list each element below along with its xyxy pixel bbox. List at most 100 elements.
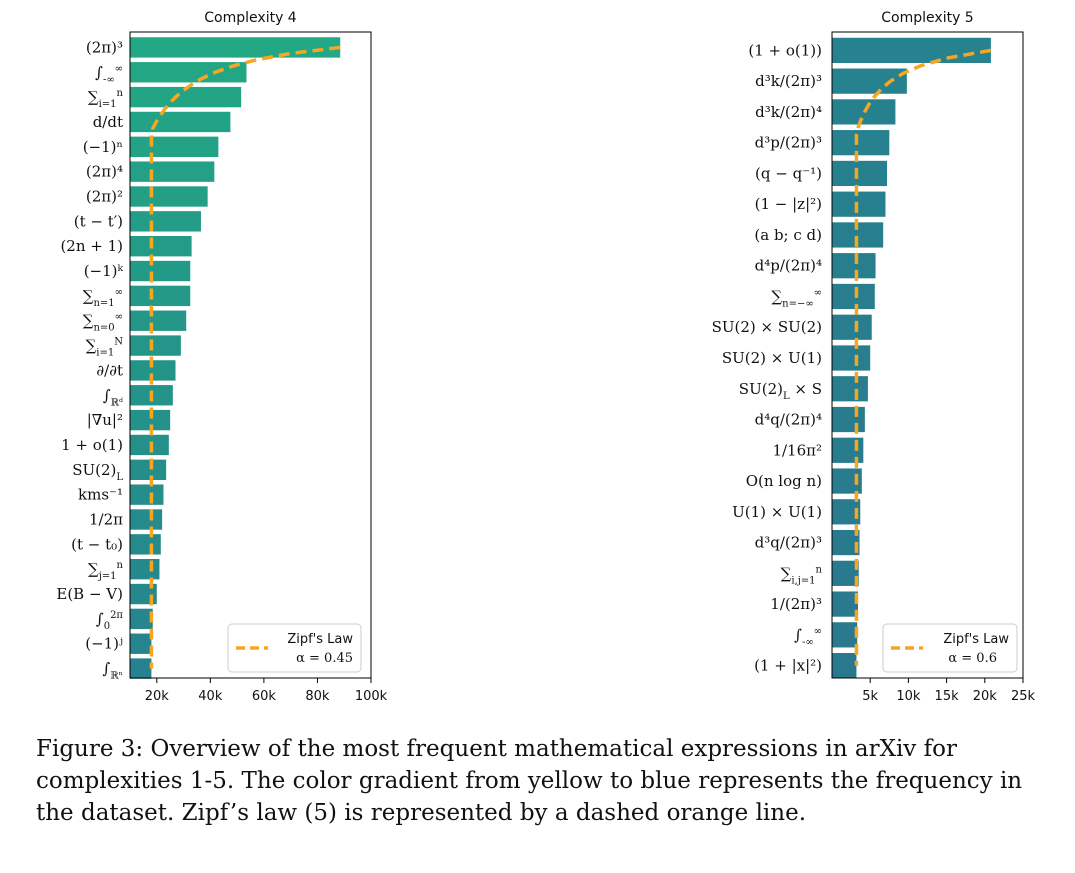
x-tick-label: 25k bbox=[1011, 689, 1036, 704]
chart-complexity-4: (2π)³ ∫-∞∞ ∑i=1n d/dt (−1)ⁿ (2π)⁴ (2π)² (t − t′… bbox=[56, 10, 387, 704]
category-label: d³k/(2π)⁴ bbox=[755, 103, 822, 121]
bar bbox=[130, 310, 187, 331]
bar bbox=[130, 111, 231, 133]
category-label: (t − t₀) bbox=[71, 535, 123, 553]
category-label: d³p/(2π)³ bbox=[755, 134, 822, 152]
category-label: (t − t′) bbox=[74, 212, 123, 230]
category-label: ∫-∞∞ bbox=[95, 63, 123, 85]
category-label: (−1)ᵏ bbox=[84, 262, 124, 280]
category-label: 1/2π bbox=[89, 511, 123, 529]
category-label: (−1)ⁿ bbox=[83, 138, 123, 156]
category-label: SU(2)L × S bbox=[739, 380, 822, 402]
category-label: (2n + 1) bbox=[60, 237, 123, 255]
plot-frame bbox=[129, 31, 372, 679]
category-label: ∫02π bbox=[96, 610, 124, 632]
category-label: 1/(2π)³ bbox=[770, 595, 822, 613]
bar bbox=[130, 136, 219, 157]
category-label: ∑j=1n bbox=[88, 560, 124, 582]
bar bbox=[130, 285, 191, 307]
x-tick-label: 15k bbox=[935, 689, 960, 704]
chart-complexity-5: (1 + o(1)) d³k/(2π)³ d³k/(2π)⁴ d³p/(2π)³ (q … bbox=[712, 10, 1036, 704]
zipf-law-curve bbox=[854, 48, 992, 666]
bar bbox=[130, 236, 192, 257]
bar bbox=[130, 62, 247, 83]
category-label: (q − q⁻¹) bbox=[755, 164, 822, 182]
category-label: ∑n=0∞ bbox=[83, 312, 123, 334]
category-label: ∑n=1∞ bbox=[83, 287, 123, 309]
category-label: d³k/(2π)³ bbox=[755, 72, 822, 90]
x-tick-label: 80k bbox=[305, 689, 330, 704]
category-label: (2π)³ bbox=[86, 38, 123, 56]
category-label: |∇u|² bbox=[87, 411, 123, 429]
legend: Zipf's Law α = 0.6 bbox=[882, 623, 1018, 673]
bar bbox=[832, 591, 858, 617]
bar bbox=[130, 161, 215, 182]
category-label: d/dt bbox=[93, 113, 123, 131]
category-label: (a b; c d) bbox=[754, 226, 822, 244]
bar bbox=[832, 191, 886, 217]
legend-label: Zipf's Law bbox=[287, 632, 353, 647]
legend-alpha: α = 0.6 bbox=[948, 651, 997, 666]
category-label: SU(2) × U(1) bbox=[722, 349, 822, 367]
category-label: E(B − V) bbox=[56, 585, 123, 603]
bar bbox=[130, 534, 161, 555]
category-label: (−1)ʲ bbox=[85, 635, 123, 653]
bar bbox=[130, 37, 341, 58]
category-label: ∑i,j=1n bbox=[781, 564, 823, 586]
category-label: ∑i=1n bbox=[88, 88, 124, 110]
x-tick-label: 100k bbox=[355, 689, 388, 704]
category-label: kms⁻¹ bbox=[78, 486, 123, 504]
bar bbox=[130, 608, 153, 630]
category-label: d³q/(2π)³ bbox=[755, 534, 822, 552]
bar bbox=[130, 360, 176, 381]
plot-frame bbox=[831, 31, 1024, 679]
legend-label: Zipf's Law bbox=[943, 632, 1009, 647]
bar bbox=[832, 68, 907, 94]
x-tick-label: 5k bbox=[862, 689, 878, 704]
category-label: (1 − |z|²) bbox=[755, 195, 822, 213]
category-label: (1 + o(1)) bbox=[748, 41, 822, 59]
bar bbox=[832, 37, 991, 63]
category-label: d⁴p/(2π)⁴ bbox=[755, 257, 822, 275]
legend: Zipf's Law α = 0.45 bbox=[227, 623, 362, 673]
category-label: ∫-∞∞ bbox=[794, 626, 822, 648]
zipf-law-curve bbox=[149, 45, 341, 669]
bar bbox=[832, 437, 864, 463]
category-label: SU(2) × SU(2) bbox=[712, 318, 822, 336]
legend-alpha: α = 0.45 bbox=[296, 651, 353, 666]
bar bbox=[130, 484, 164, 505]
bar bbox=[832, 345, 871, 371]
bar bbox=[832, 376, 868, 402]
category-label: O(n log n) bbox=[746, 472, 822, 490]
chart-title: Complexity 5 bbox=[881, 10, 973, 26]
figure-caption: Figure 3: Overview of the most frequent … bbox=[36, 736, 1023, 826]
category-label: ∂/∂t bbox=[96, 361, 123, 379]
category-label: U(1) × U(1) bbox=[732, 503, 822, 521]
bar bbox=[130, 86, 242, 108]
bar bbox=[832, 560, 859, 586]
bar bbox=[832, 622, 858, 648]
bar bbox=[130, 409, 171, 431]
x-tick-label: 60k bbox=[252, 689, 277, 704]
bar bbox=[832, 314, 872, 340]
x-tick-label: 40k bbox=[198, 689, 223, 704]
bar bbox=[130, 211, 201, 232]
chart-title: Complexity 4 bbox=[204, 10, 297, 26]
category-label: ∫ℝⁿ bbox=[103, 660, 123, 682]
bar bbox=[130, 559, 160, 580]
bar bbox=[832, 130, 890, 156]
category-label: (1 + |x|²) bbox=[754, 657, 822, 675]
category-label: (2π)⁴ bbox=[86, 163, 123, 181]
bar bbox=[832, 253, 876, 279]
x-tick-label: 20k bbox=[973, 689, 998, 704]
category-label: 1 + o(1) bbox=[61, 436, 123, 454]
bar bbox=[832, 653, 857, 679]
bar bbox=[130, 186, 208, 207]
category-label: SU(2)L bbox=[72, 461, 123, 483]
category-label: 1/16π² bbox=[772, 441, 822, 459]
category-label: ∫ℝᵈ bbox=[103, 386, 123, 408]
x-tick-label: 10k bbox=[896, 689, 921, 704]
bar bbox=[130, 260, 191, 282]
category-label: (2π)² bbox=[86, 188, 123, 206]
